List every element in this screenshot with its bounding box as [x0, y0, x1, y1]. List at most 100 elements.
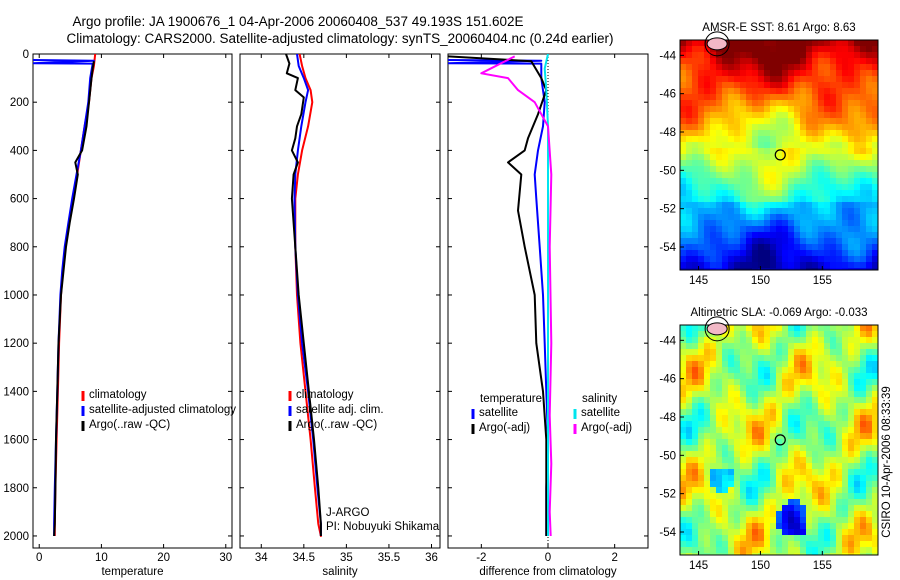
field-cell	[752, 220, 758, 226]
field-cell	[806, 403, 812, 409]
field-cell	[716, 523, 722, 529]
legend-entry: Argo(-adj)	[479, 422, 530, 434]
field-cell	[716, 256, 722, 262]
field-cell	[764, 553, 770, 555]
field-cell	[698, 475, 704, 481]
x-tick-label: 155	[813, 560, 832, 572]
field-cell	[794, 100, 800, 106]
field-cell	[860, 100, 866, 106]
field-cell	[746, 487, 752, 493]
field-cell	[740, 421, 746, 427]
field-cell	[818, 391, 824, 397]
field-cell	[860, 172, 866, 178]
field-cell	[836, 136, 842, 142]
field-cell	[842, 361, 848, 367]
field-cell	[800, 220, 806, 226]
field-cell	[722, 70, 728, 76]
field-cell	[782, 124, 788, 130]
field-cell	[794, 76, 800, 82]
field-cell	[782, 361, 788, 367]
field-cell	[866, 226, 872, 232]
field-cell	[764, 433, 770, 439]
field-cell	[692, 553, 698, 555]
field-cell	[776, 553, 782, 555]
field-cell	[752, 445, 758, 451]
field-cell	[758, 385, 764, 391]
field-cell	[770, 142, 776, 148]
field-cell	[692, 40, 698, 46]
field-cell	[806, 232, 812, 238]
field-cell	[854, 208, 860, 214]
field-cell	[734, 373, 740, 379]
field-cell	[692, 52, 698, 58]
field-cell	[794, 379, 800, 385]
field-cell	[692, 166, 698, 172]
field-cell	[836, 172, 842, 178]
field-cell	[842, 148, 848, 154]
field-cell	[806, 499, 812, 505]
field-cell	[722, 268, 728, 270]
field-cell	[728, 325, 734, 331]
field-cell	[728, 58, 734, 64]
field-cell	[788, 268, 794, 270]
field-cell	[824, 361, 830, 367]
field-cell	[728, 385, 734, 391]
field-cell	[818, 124, 824, 130]
x-tick-label: -2	[476, 552, 486, 564]
field-cell	[842, 238, 848, 244]
field-cell	[794, 142, 800, 148]
field-cell	[794, 517, 800, 523]
field-cell	[824, 262, 830, 268]
field-cell	[818, 397, 824, 403]
field-cell	[788, 421, 794, 427]
field-cell	[734, 172, 740, 178]
field-cell	[740, 214, 746, 220]
field-cell	[812, 238, 818, 244]
field-cell	[824, 64, 830, 70]
field-cell	[836, 451, 842, 457]
field-cell	[710, 190, 716, 196]
field-cell	[764, 505, 770, 511]
field-cell	[740, 355, 746, 361]
field-cell	[872, 82, 878, 88]
field-cell	[848, 244, 854, 250]
field-cell	[692, 124, 698, 130]
field-cell	[776, 190, 782, 196]
field-cell	[746, 373, 752, 379]
field-cell	[764, 493, 770, 499]
field-cell	[776, 367, 782, 373]
field-cell	[836, 58, 842, 64]
field-cell	[812, 451, 818, 457]
field-cell	[752, 88, 758, 94]
field-cell	[860, 421, 866, 427]
field-cell	[752, 268, 758, 270]
field-cell	[758, 244, 764, 250]
field-cell	[848, 166, 854, 172]
field-cell	[710, 172, 716, 178]
field-cell	[806, 355, 812, 361]
sst_map-title: AMSR-E SST: 8.61 Argo: 8.63	[702, 22, 855, 34]
field-cell	[866, 250, 872, 256]
field-cell	[770, 202, 776, 208]
field-cell	[818, 409, 824, 415]
field-cell	[746, 523, 752, 529]
field-cell	[722, 118, 728, 124]
field-cell	[836, 457, 842, 463]
field-cell	[818, 337, 824, 343]
series-line-temperature-argo-adj-	[448, 55, 548, 536]
field-cell	[824, 463, 830, 469]
field-cell	[812, 439, 818, 445]
field-cell	[740, 130, 746, 136]
field-cell	[728, 511, 734, 517]
field-cell	[752, 256, 758, 262]
field-cell	[824, 493, 830, 499]
field-cell	[752, 433, 758, 439]
field-cell	[722, 160, 728, 166]
field-cell	[734, 118, 740, 124]
field-cell	[782, 547, 788, 553]
field-cell	[806, 379, 812, 385]
field-cell	[722, 208, 728, 214]
field-cell	[800, 226, 806, 232]
field-cell	[806, 220, 812, 226]
field-cell	[746, 64, 752, 70]
